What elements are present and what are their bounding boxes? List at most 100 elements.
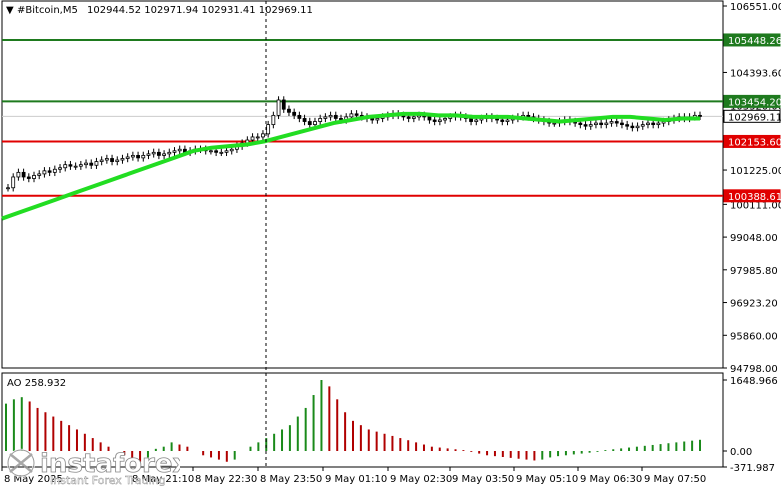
candle-body: [500, 119, 505, 122]
ao-y-tick-label: -371.987: [730, 463, 775, 474]
candle-body: [588, 124, 593, 127]
candle-body: [11, 176, 16, 189]
x-tick-label: 9 May 01:10: [325, 474, 387, 485]
level-tag-label: 102969.11: [728, 112, 781, 123]
candle-body: [427, 116, 432, 121]
candle-body: [261, 133, 265, 138]
candle-body: [307, 121, 312, 126]
ao-label: AO 258.932: [7, 378, 66, 389]
candle-body: [58, 167, 62, 170]
candle-body: [656, 122, 661, 126]
candle-body: [651, 122, 656, 126]
x-tick-label: 9 May 03:50: [452, 474, 514, 485]
candle-body: [104, 158, 109, 161]
x-tick-label: 9 May 05:10: [516, 474, 578, 485]
candle-body: [115, 159, 120, 162]
candle-body: [323, 116, 328, 119]
logo-brand: instaforex: [40, 449, 180, 479]
candle-body: [42, 170, 47, 175]
level-tag-label: 105448.26: [728, 36, 781, 47]
candle-body: [68, 164, 73, 167]
candle-body: [646, 122, 650, 126]
candle-body: [141, 155, 146, 159]
candle-body: [156, 151, 161, 156]
candle-body: [614, 121, 619, 124]
candle-body: [635, 125, 640, 129]
level-tag-label: 103454.20: [728, 97, 781, 108]
candle-body: [552, 122, 557, 125]
x-tick-label: 9 May 06:30: [580, 474, 642, 485]
candle-body: [63, 164, 68, 169]
candle-body: [21, 171, 26, 178]
candle-body: [89, 162, 94, 166]
candle-body: [354, 113, 359, 116]
y-tick-label: 96923.20: [730, 299, 778, 310]
candle-body: [94, 161, 99, 166]
candle-body: [302, 118, 307, 122]
candle-body: [333, 114, 338, 119]
candle-body: [640, 124, 645, 127]
y-tick-label: 104393.60: [730, 68, 781, 79]
candle-body: [271, 114, 276, 126]
candle-body: [136, 155, 140, 159]
candle-body: [209, 150, 213, 153]
candle-body: [292, 111, 297, 116]
level-tag-bg: [723, 94, 781, 108]
candle-body: [78, 164, 83, 167]
candle-body: [604, 122, 609, 126]
level-tag-bg: [723, 189, 781, 203]
ao-y-tick-label: 1648.966: [730, 376, 778, 387]
y-tick-label: 101225.00: [730, 166, 781, 177]
candle-body: [151, 151, 156, 155]
candle-body: [99, 159, 104, 162]
candle-body: [26, 176, 31, 179]
candle-body: [110, 158, 114, 162]
candle-body: [630, 125, 635, 129]
y-tick-label: 97985.80: [730, 266, 778, 277]
price-panel-frame: [1, 0, 724, 369]
x-tick-label: 9 May 02:30: [390, 474, 452, 485]
candle-body: [698, 114, 702, 117]
candle-body: [313, 121, 317, 126]
level-tag-label: 102153.60: [728, 137, 781, 148]
candle-body: [281, 99, 286, 110]
ao-panel-frame: [1, 372, 724, 468]
y-tick-label: 106551.00: [730, 2, 781, 13]
x-tick-label: 9 May 07:50: [644, 474, 706, 485]
candle-body: [162, 153, 166, 156]
candle-body: [437, 119, 442, 122]
candle-body: [297, 114, 302, 119]
candle-body: [219, 151, 224, 154]
candle-body: [224, 150, 229, 153]
x-tick-label: 8 May 22:30: [195, 474, 257, 485]
candle-body: [255, 136, 260, 139]
candle-body: [620, 122, 624, 126]
candle-body: [172, 150, 177, 153]
y-tick-label: 100111.00: [730, 200, 781, 211]
candle-body: [370, 118, 375, 121]
level-tag-label: 100388.61: [728, 192, 781, 203]
candle-body: [32, 175, 36, 179]
candle-body: [52, 168, 57, 173]
candle-body: [578, 122, 583, 126]
candle-body: [287, 108, 291, 113]
x-tick-label: 8 May 21:10: [132, 474, 194, 485]
moving-average-line: [1, 111, 700, 221]
candle-body: [84, 162, 88, 166]
chart-header-arrow: ▼: [6, 5, 14, 16]
candle-body: [120, 158, 125, 161]
chart-header-ohlc: 102944.52 102971.94 102931.41 102969.11: [87, 5, 313, 16]
candle-body: [214, 150, 219, 153]
candle-body: [505, 119, 510, 122]
candle-body: [349, 113, 354, 118]
candle-body: [406, 116, 411, 119]
candle-body: [250, 136, 255, 141]
candle-body: [16, 171, 21, 178]
instaforex-logo: instaforex Instant Forex Trading: [6, 449, 180, 486]
candle-body: [443, 118, 447, 121]
chart-header-symbol: #Bitcoin,M5: [17, 5, 78, 16]
candle-body: [130, 155, 135, 158]
candle-body: [276, 99, 281, 116]
logo-tagline: Instant Forex Trading: [50, 474, 166, 486]
